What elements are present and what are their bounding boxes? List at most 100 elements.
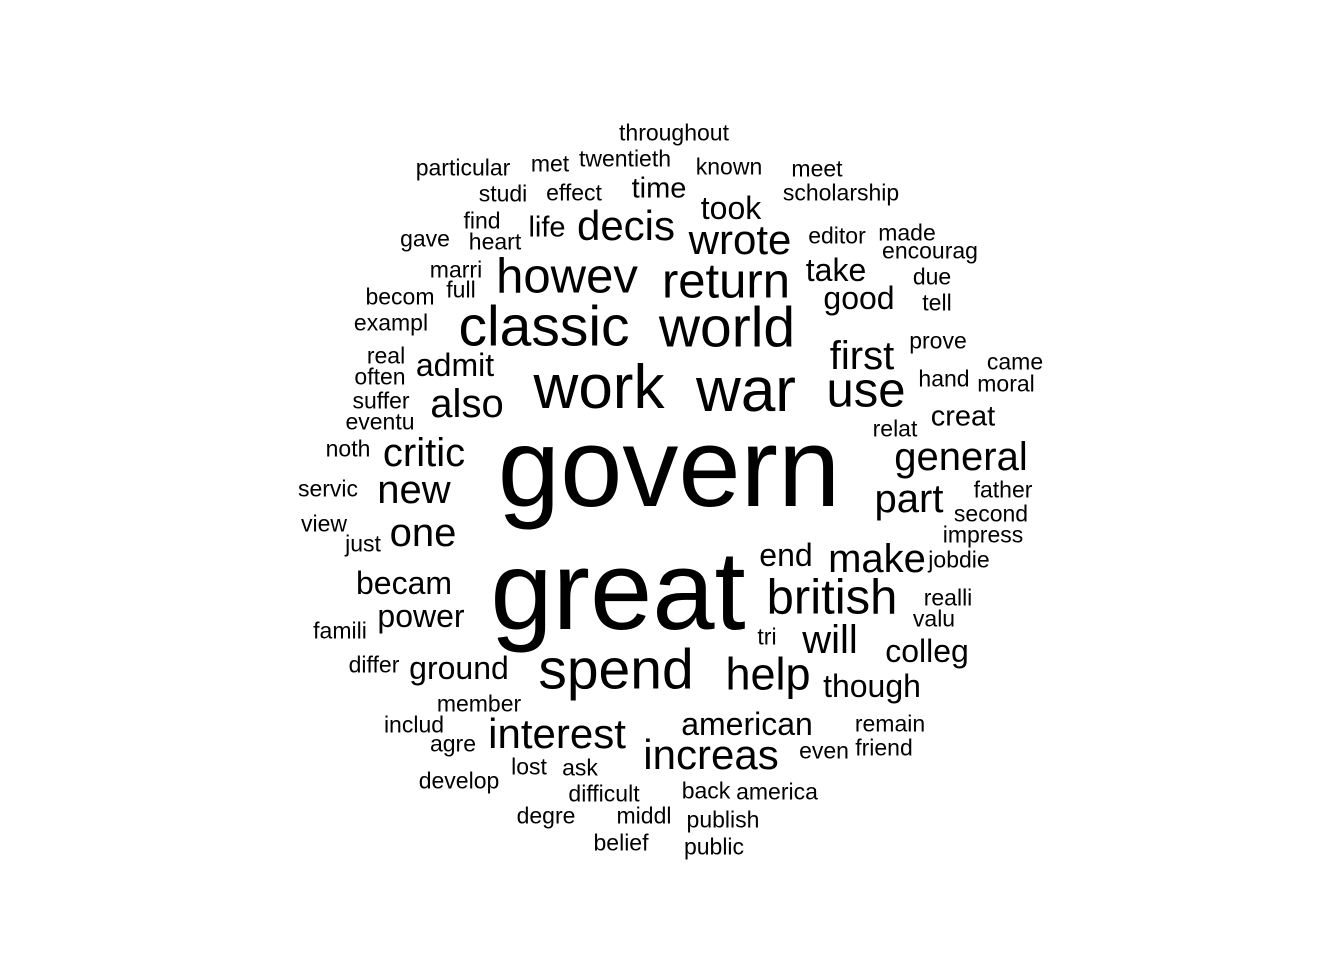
- word: agre: [429, 730, 477, 757]
- word: throughout: [619, 119, 729, 146]
- word: part: [874, 477, 944, 521]
- word: famili: [313, 617, 367, 644]
- word: time: [631, 172, 687, 205]
- word: degre: [516, 802, 576, 829]
- word: met: [530, 150, 570, 177]
- word: decis: [576, 202, 676, 249]
- word: great: [490, 528, 746, 653]
- word: prove: [909, 327, 967, 354]
- word: jobdie: [928, 546, 990, 573]
- word: british: [766, 570, 898, 625]
- word: wrote: [688, 216, 792, 263]
- word: second: [953, 500, 1029, 527]
- word: includ: [383, 711, 445, 738]
- word: gave: [400, 225, 450, 252]
- word: even: [799, 737, 849, 764]
- word: tri: [757, 623, 777, 650]
- word: becam: [355, 565, 453, 601]
- word: new: [377, 468, 451, 512]
- word: moral: [977, 370, 1035, 397]
- word: back: [681, 777, 731, 804]
- word: also: [430, 382, 504, 426]
- word: interest: [488, 710, 626, 757]
- word: tell: [922, 289, 952, 316]
- word: twentieth: [578, 145, 672, 172]
- word: general: [894, 435, 1028, 479]
- word: difficult: [568, 780, 640, 807]
- word: howev: [496, 249, 638, 304]
- word: war: [696, 356, 796, 425]
- word: belief: [593, 829, 649, 856]
- word: known: [695, 153, 763, 180]
- word: suffer: [352, 387, 410, 414]
- word: public: [683, 833, 745, 860]
- word: increas: [643, 731, 779, 778]
- word: full: [446, 276, 476, 303]
- word: life: [528, 211, 566, 244]
- word: middl: [616, 802, 672, 829]
- word: world: [658, 295, 796, 360]
- word: scholarship: [782, 179, 900, 206]
- word: relat: [872, 415, 918, 442]
- word: view: [300, 510, 348, 537]
- word: real: [366, 342, 406, 369]
- word: noth: [325, 435, 371, 462]
- word: though: [823, 668, 921, 704]
- word: help: [725, 648, 811, 700]
- word: take: [805, 252, 867, 288]
- word: good: [823, 280, 895, 316]
- word: lost: [511, 753, 547, 780]
- word: often: [354, 363, 406, 390]
- word: american: [681, 706, 813, 742]
- word: one: [389, 511, 457, 555]
- word: effect: [546, 179, 602, 206]
- word: find: [463, 207, 501, 234]
- word: differ: [348, 651, 400, 678]
- word: colleg: [885, 633, 969, 669]
- word: member: [436, 690, 522, 717]
- word: spend: [538, 637, 694, 702]
- word: just: [345, 530, 381, 557]
- word: particular: [415, 154, 511, 181]
- word: friend: [855, 734, 913, 761]
- word: father: [973, 476, 1033, 503]
- word: return: [661, 254, 791, 309]
- word: make: [828, 537, 926, 581]
- word: eventu: [345, 408, 415, 435]
- word: end: [759, 537, 813, 573]
- word: made: [878, 219, 936, 246]
- word: impress: [942, 521, 1024, 548]
- word: marri: [429, 256, 483, 283]
- word: ask: [562, 754, 598, 781]
- word: use: [826, 363, 906, 418]
- word: first: [829, 334, 895, 378]
- word: will: [802, 618, 858, 662]
- word: publish: [686, 806, 760, 833]
- word: meet: [791, 155, 843, 182]
- word: classic: [458, 294, 630, 359]
- word: govern: [497, 405, 841, 530]
- word: admit: [415, 347, 495, 383]
- word: studi: [478, 180, 528, 207]
- word: exampl: [353, 309, 429, 336]
- word: creat: [930, 400, 996, 433]
- word: becom: [365, 283, 435, 310]
- word: ground: [409, 650, 509, 686]
- word: realli: [923, 584, 973, 611]
- word: came: [986, 348, 1044, 375]
- word: encourag: [882, 237, 978, 264]
- word: took: [700, 190, 762, 226]
- word: servic: [297, 475, 359, 502]
- word: due: [912, 263, 952, 290]
- word: hand: [918, 365, 970, 392]
- word: remain: [854, 710, 926, 737]
- word: editor: [808, 222, 866, 249]
- word: valu: [912, 605, 956, 632]
- word: heart: [468, 228, 522, 255]
- word: power: [377, 598, 465, 634]
- word: work: [533, 353, 665, 422]
- word: critic: [382, 431, 466, 475]
- word: develop: [418, 767, 500, 794]
- word: america: [736, 778, 818, 805]
